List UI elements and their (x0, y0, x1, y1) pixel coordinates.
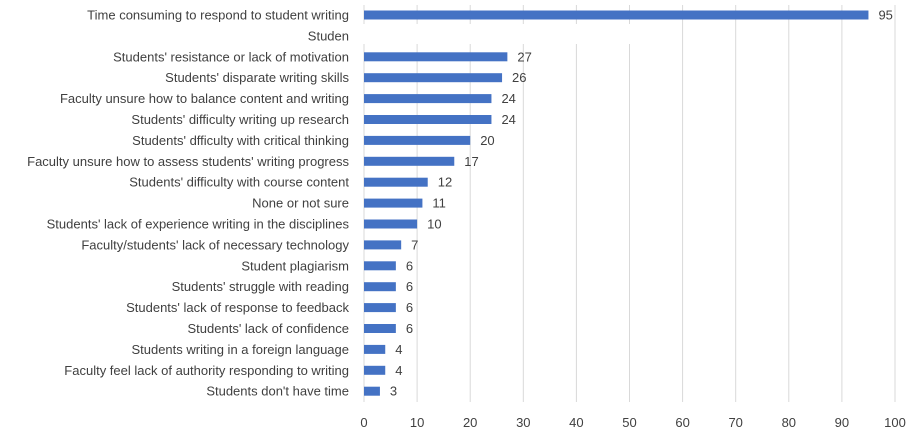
category-label: Faculty feel lack of authority respondin… (64, 363, 349, 378)
value-label: 24 (501, 112, 515, 127)
category-label: Student plagiarism (241, 258, 349, 273)
value-label: 10 (427, 217, 441, 232)
bar (364, 303, 396, 313)
x-tick-label: 100 (884, 415, 906, 430)
category-label: None or not sure (252, 196, 349, 211)
value-label: 11 (432, 196, 446, 211)
gridlines (363, 5, 896, 402)
x-tick-label: 0 (360, 415, 367, 430)
bar (364, 386, 380, 396)
bar (364, 219, 418, 229)
category-label: Students' difficulty writing up research (131, 112, 349, 127)
bars (364, 10, 869, 396)
category-label: Students' disparate writing skills (165, 70, 349, 85)
x-tick-label: 40 (569, 415, 583, 430)
x-tick-label: 70 (728, 415, 742, 430)
value-label: 6 (406, 321, 413, 336)
bar (364, 240, 402, 250)
value-label: 24 (501, 91, 515, 106)
category-label: Students' resistance or lack of motivati… (113, 49, 349, 64)
category-label: Students writing in a foreign language (131, 342, 349, 357)
category-label: Students' lack of response to feedback (126, 300, 349, 315)
category-label: Students' dfficulty with critical thinki… (132, 133, 349, 148)
category-label: Faculty/students' lack of necessary tech… (81, 237, 349, 252)
value-label: 4 (395, 342, 402, 357)
x-tick-label: 60 (675, 415, 689, 430)
occluder (362, 24, 640, 44)
x-tick-label: 80 (782, 415, 796, 430)
value-label: 20 (480, 133, 494, 148)
bar (364, 365, 386, 375)
bar (364, 52, 508, 62)
x-tick-label: 50 (622, 415, 636, 430)
category-label: Students' lack of confidence (188, 321, 349, 336)
bar (364, 344, 386, 354)
value-label: 17 (464, 154, 478, 169)
value-label: 6 (406, 279, 413, 294)
white-overlay (362, 24, 640, 44)
bar (364, 261, 396, 271)
category-label: Students' struggle with reading (172, 279, 349, 294)
category-label: Students don't have time (206, 384, 349, 399)
x-tick-label: 20 (463, 415, 477, 430)
value-label: 6 (406, 300, 413, 315)
bar (364, 115, 492, 124)
category-label: Students' lack of experience writing in … (47, 217, 350, 232)
bar (364, 156, 455, 166)
bar (364, 177, 428, 187)
category-label: Time consuming to respond to student wri… (87, 8, 349, 23)
category-label: Faculty unsure how to assess students' w… (27, 154, 349, 169)
value-label: 7 (411, 237, 418, 252)
x-tick-label: 90 (835, 415, 849, 430)
category-label: Studen (308, 28, 349, 43)
x-tick-label: 10 (410, 415, 424, 430)
value-label: 26 (512, 70, 526, 85)
value-label: 27 (517, 49, 531, 64)
value-label: 12 (438, 175, 452, 190)
value-label: 95 (878, 8, 892, 23)
category-labels: Time consuming to respond to student wri… (27, 8, 349, 399)
bar (364, 198, 423, 208)
category-label: Students' difficulty with course content (129, 175, 349, 190)
bar (364, 73, 503, 83)
bar (364, 135, 471, 145)
value-label: 6 (406, 258, 413, 273)
bar (364, 94, 492, 104)
x-tick-label: 30 (516, 415, 530, 430)
bar (364, 10, 869, 20)
category-label: Faculty unsure how to balance content an… (60, 91, 349, 106)
value-label: 4 (395, 363, 402, 378)
x-axis-ticks: 0 10 20 30 40 50 60 70 80 90 100 (360, 415, 905, 430)
value-label: 3 (390, 384, 397, 399)
bar (364, 282, 396, 292)
bar (364, 324, 396, 333)
